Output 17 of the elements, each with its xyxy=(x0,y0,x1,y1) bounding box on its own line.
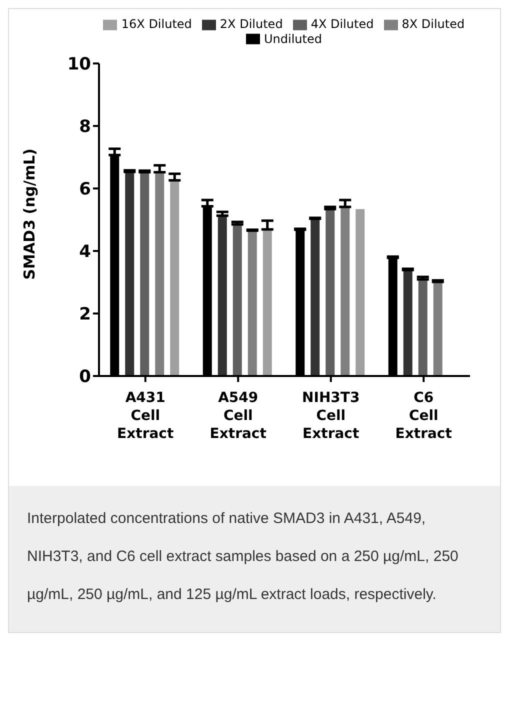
x-tick-label: A549 Cell Extract xyxy=(210,390,267,442)
legend-label: 4X Diluted xyxy=(310,17,374,31)
legend-label: 2X Diluted xyxy=(220,17,283,31)
legend-label: 16X Diluted xyxy=(121,17,192,31)
y-axis-title: SMAD3 (ng/mL) xyxy=(20,148,38,280)
legend-label: 8X Diluted xyxy=(402,17,465,31)
x-tick-label: NIH3T3 Cell Extract xyxy=(302,390,360,442)
x-tick-label: C6 Cell Extract xyxy=(395,390,452,442)
y-tick-label: 6 xyxy=(79,179,91,200)
y-tick-label: 8 xyxy=(79,116,91,137)
text: Interpolated concentrations of native SMAD3 in A431, A549, NIH3T3, and C6 cell extract samples based on a 250 µg/mL, 250 µg/mL, 250 µg/mL, and 125 µg/mL extract loads, respectively. xyxy=(27,510,458,603)
y-tick-label: 4 xyxy=(79,242,92,262)
y-tick-label: 10 xyxy=(67,54,92,74)
x-tick-label: A431 Cell Extract xyxy=(117,390,174,442)
y-tick-label: 0 xyxy=(79,367,92,388)
legend-label: Undiluted xyxy=(264,32,322,46)
y-tick-label: 2 xyxy=(79,304,91,325)
